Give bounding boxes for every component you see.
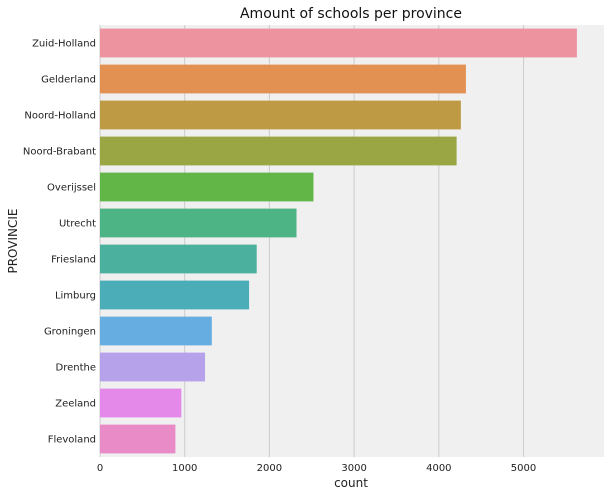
bar-flevoland [100,424,176,454]
bar-zuid-holland [100,28,577,58]
bar-utrecht [100,208,297,238]
x-tick-label: 2000 [257,463,282,474]
y-tick-label: Friesland [51,255,96,266]
x-tick-label: 5000 [511,463,536,474]
bar-noord-holland [100,100,461,130]
bar-zeeland [100,388,182,418]
y-tick-label: Gelderland [41,75,96,86]
y-tick-label: Noord-Brabant [23,147,96,158]
y-tick-label: Flevoland [48,435,96,446]
y-tick-label: Zuid-Holland [32,39,96,50]
bar-overijssel [100,172,314,202]
x-tick-label: 4000 [426,463,451,474]
y-axis-label: PROVINCIE [6,208,20,273]
chart-title: Amount of schools per province [240,6,462,22]
bars-group [100,28,577,454]
y-tick-label: Groningen [44,327,96,338]
bar-drenthe [100,352,206,382]
x-tick-label: 3000 [341,463,366,474]
y-tick-labels: Zuid-Holland Gelderland Noord-Holland Noord… [23,39,96,446]
bar-noord-brabant [100,136,457,166]
x-tick-label: 1000 [172,463,197,474]
y-tick-label: Limburg [55,291,96,302]
x-tick-labels: 0 1000 2000 3000 4000 5000 [97,463,536,474]
bar-groningen [100,316,212,346]
bar-friesland [100,244,257,274]
grid-lines [99,25,525,457]
bar-gelderland [100,64,466,94]
y-tick-label: Utrecht [59,219,96,230]
y-tick-label: Drenthe [56,363,97,374]
plot-background [100,25,604,457]
x-tick-label: 0 [97,463,103,474]
y-tick-label: Noord-Holland [24,111,96,122]
bar-limburg [100,280,250,310]
y-tick-label: Overijssel [47,183,96,194]
x-axis-label: count [334,476,368,490]
y-tick-label: Zeeland [55,399,96,410]
